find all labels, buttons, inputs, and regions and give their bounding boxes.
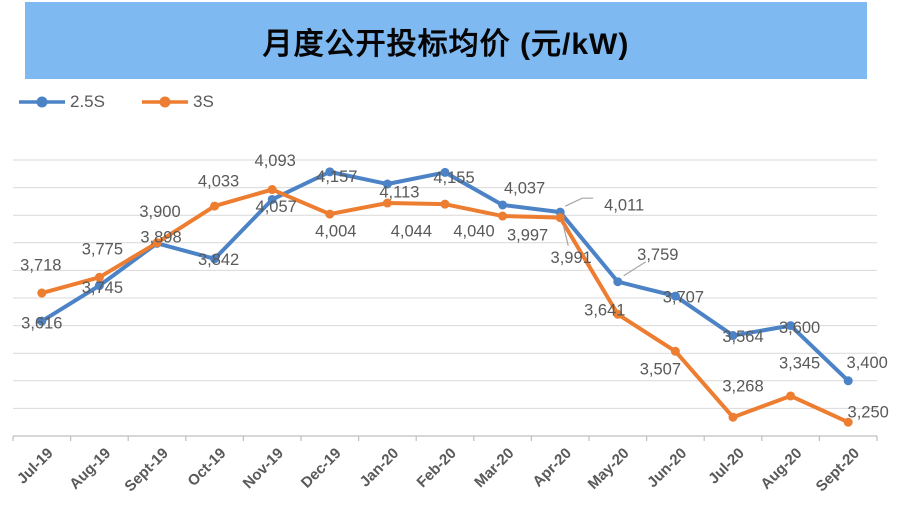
data-point-3S-Aug-20 xyxy=(786,391,796,401)
legend: 2.5S 3S xyxy=(18,90,214,114)
x-axis-label: May-20 xyxy=(585,445,633,493)
legend-item-3s: 3S xyxy=(141,92,214,112)
x-axis-label: Oct-19 xyxy=(184,445,229,490)
data-label-2.5S-Sept-19: 3,898 xyxy=(140,229,181,247)
x-axis-label: Nov-19 xyxy=(240,445,287,492)
data-label-3S-Oct-19: 4,033 xyxy=(198,172,239,190)
data-label-3S-May-20: 3,641 xyxy=(584,302,625,320)
data-label-2.5S-Nov-19: 4,057 xyxy=(256,198,297,216)
data-label-3S-Dec-19: 4,004 xyxy=(315,222,356,240)
data-label-3S-Sept-20: 3,250 xyxy=(848,404,889,422)
label-leader-line xyxy=(623,261,647,277)
data-label-2.5S-Mar-20: 4,037 xyxy=(504,179,545,197)
x-axis-label: Dec-19 xyxy=(298,445,345,492)
data-point-2.5S-Jan-20 xyxy=(382,179,392,189)
data-point-2.5S-Jun-20 xyxy=(670,291,680,301)
data-point-2.5S-May-20 xyxy=(613,277,623,287)
data-label-3S-Mar-20: 3,997 xyxy=(507,226,548,244)
data-point-3S-Jul-20 xyxy=(728,412,738,422)
data-label-2.5S-Feb-20: 4,155 xyxy=(433,169,474,187)
data-point-2.5S-Aug-20 xyxy=(786,321,796,331)
x-axis-label: Feb-20 xyxy=(414,445,460,491)
x-axis-label: Aug-20 xyxy=(757,445,805,493)
data-point-2.5S-Nov-19 xyxy=(267,194,277,204)
data-label-2.5S-Aug-19: 3,745 xyxy=(82,279,123,297)
x-axis-label: Mar-20 xyxy=(471,445,517,491)
data-point-3S-Nov-19 xyxy=(267,185,277,195)
data-point-2.5S-Feb-20 xyxy=(440,167,450,177)
legend-marker-2.5s-icon xyxy=(19,96,65,108)
data-point-3S-Oct-19 xyxy=(210,201,220,211)
data-label-3S-Sept-19: 3,900 xyxy=(139,203,180,221)
data-label-2.5S-Oct-19: 3,842 xyxy=(198,251,239,269)
data-point-2.5S-Sept-20 xyxy=(843,376,853,386)
data-label-2.5S-May-20: 3,759 xyxy=(637,246,678,264)
legend-item-2-5s: 2.5S xyxy=(18,92,105,112)
data-label-3S-Apr-20: 3,991 xyxy=(551,249,592,267)
data-point-3S-May-20 xyxy=(613,309,623,319)
data-point-3S-Sept-20 xyxy=(843,417,853,427)
data-point-3S-Apr-20 xyxy=(555,213,565,223)
data-point-3S-Sept-19 xyxy=(152,238,162,248)
legend-label-3s: 3S xyxy=(192,92,214,111)
x-axis-label: Jun-20 xyxy=(644,445,690,491)
data-label-3S-Jul-19: 3,718 xyxy=(20,256,61,274)
legend-label-2-5s: 2.5S xyxy=(70,92,105,111)
data-point-2.5S-Oct-19 xyxy=(210,254,220,264)
data-label-3S-Feb-20: 4,040 xyxy=(453,223,494,241)
data-point-3S-Mar-20 xyxy=(498,211,508,221)
data-point-3S-Dec-19 xyxy=(325,209,335,219)
data-label-2.5S-Jun-20: 3,707 xyxy=(663,288,704,306)
data-label-3S-Jan-20: 4,044 xyxy=(391,222,432,240)
x-axis-label: Aug-19 xyxy=(66,445,114,493)
data-label-2.5S-Aug-20: 3,600 xyxy=(779,319,820,337)
data-label-3S-Jun-20: 3,507 xyxy=(640,361,681,379)
x-axis-label: Sept-19 xyxy=(121,445,171,495)
x-axis-label: Jan-20 xyxy=(357,445,403,491)
data-label-2.5S-Apr-20: 4,011 xyxy=(604,197,644,215)
x-axis-label: Jul-19 xyxy=(14,445,57,488)
x-axis-label: Jul-20 xyxy=(705,445,748,488)
data-point-2.5S-Mar-20 xyxy=(498,200,508,210)
data-point-3S-Aug-19 xyxy=(94,272,104,282)
data-label-2.5S-Jul-20: 3,564 xyxy=(722,328,763,346)
data-label-2.5S-Sept-20: 3,400 xyxy=(847,354,888,372)
x-axis-label: Apr-20 xyxy=(529,445,575,491)
chart-title: 月度公开投标均价 (元/kW) xyxy=(262,27,630,61)
label-leader-line xyxy=(562,224,569,246)
data-point-2.5S-Aug-19 xyxy=(94,281,104,291)
chart-title-banner: 月度公开投标均价 (元/kW) xyxy=(25,2,867,79)
x-axis-label: Sept-20 xyxy=(813,445,863,495)
data-point-3S-Jun-20 xyxy=(670,346,680,356)
data-label-3S-Nov-19: 4,093 xyxy=(255,152,296,170)
data-point-2.5S-Jul-20 xyxy=(728,331,738,341)
data-point-3S-Jul-19 xyxy=(37,288,47,298)
data-point-3S-Jan-20 xyxy=(382,198,392,208)
data-point-2.5S-Dec-19 xyxy=(325,167,335,177)
data-label-2.5S-Dec-19: 4,157 xyxy=(316,168,357,186)
data-label-2.5S-Jul-19: 3,616 xyxy=(21,315,62,333)
data-label-3S-Aug-20: 3,345 xyxy=(779,354,820,372)
data-point-2.5S-Jul-19 xyxy=(37,316,47,326)
data-point-3S-Feb-20 xyxy=(440,199,450,209)
data-label-2.5S-Jan-20: 4,113 xyxy=(379,183,419,201)
data-label-3S-Jul-20: 3,268 xyxy=(722,378,763,396)
data-label-3S-Aug-19: 3,775 xyxy=(82,241,123,259)
legend-marker-3s-icon xyxy=(141,96,188,108)
label-leader-line xyxy=(564,197,594,207)
